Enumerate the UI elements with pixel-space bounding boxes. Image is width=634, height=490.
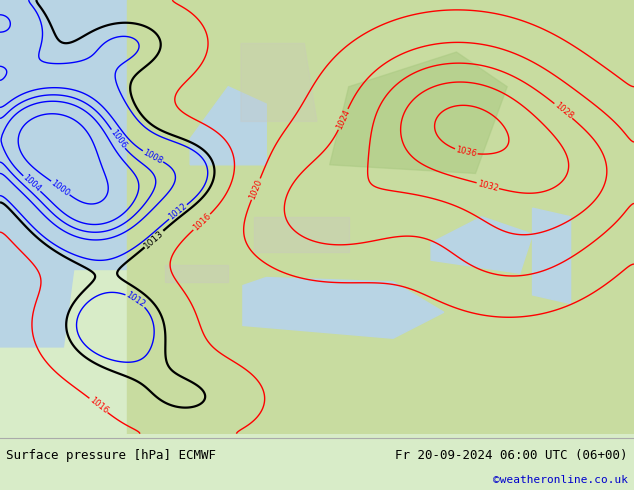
Text: 1006: 1006	[108, 128, 128, 150]
Polygon shape	[330, 52, 507, 173]
Polygon shape	[431, 217, 533, 273]
Polygon shape	[533, 208, 571, 304]
Polygon shape	[254, 217, 349, 251]
Polygon shape	[139, 251, 241, 390]
Text: 1013: 1013	[143, 228, 165, 250]
Polygon shape	[127, 0, 634, 434]
Polygon shape	[190, 277, 444, 338]
Text: Fr 20-09-2024 06:00 UTC (06+00): Fr 20-09-2024 06:00 UTC (06+00)	[395, 448, 628, 462]
Text: 1024: 1024	[335, 108, 352, 131]
Polygon shape	[0, 0, 139, 269]
Text: 1028: 1028	[552, 100, 574, 121]
Text: 1004: 1004	[21, 173, 42, 194]
Text: ©weatheronline.co.uk: ©weatheronline.co.uk	[493, 475, 628, 485]
Text: 1000: 1000	[49, 178, 72, 198]
Text: 1008: 1008	[141, 147, 164, 166]
Polygon shape	[0, 251, 76, 347]
Text: 1012: 1012	[124, 291, 147, 310]
Text: 1012: 1012	[167, 202, 189, 222]
Text: 1032: 1032	[477, 179, 499, 193]
Text: 1016: 1016	[191, 212, 212, 233]
Text: 1016: 1016	[87, 395, 110, 416]
Text: 1036: 1036	[455, 146, 477, 159]
Text: 1020: 1020	[248, 178, 264, 200]
Polygon shape	[190, 87, 266, 165]
Polygon shape	[165, 265, 228, 282]
Polygon shape	[241, 44, 317, 122]
Text: Surface pressure [hPa] ECMWF: Surface pressure [hPa] ECMWF	[6, 448, 216, 462]
